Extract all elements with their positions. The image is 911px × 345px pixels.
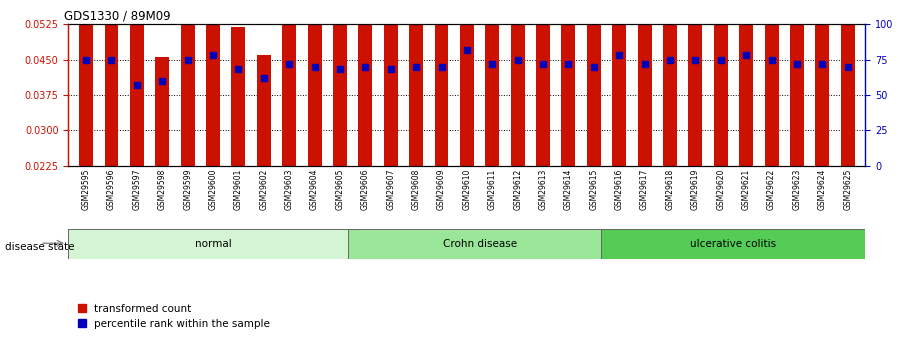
Bar: [79, 0, 93, 166]
Bar: [384, 118, 398, 272]
Bar: [435, 0, 448, 166]
Bar: [105, 88, 118, 272]
Bar: [155, 163, 169, 272]
Text: disease state: disease state: [5, 242, 74, 252]
Bar: [536, 0, 550, 166]
Bar: [333, 118, 347, 272]
Bar: [841, 111, 855, 272]
Bar: [841, 5, 855, 166]
Bar: [460, 55, 474, 272]
Bar: [815, 60, 829, 272]
Bar: [638, 57, 651, 272]
Bar: [155, 57, 169, 166]
Bar: [68, 229, 358, 259]
Bar: [790, 95, 804, 272]
Bar: [257, 161, 271, 272]
Bar: [689, 0, 702, 166]
Bar: [486, 0, 499, 166]
Bar: [587, 126, 600, 272]
Bar: [815, 0, 829, 166]
Bar: [587, 19, 600, 166]
Bar: [206, 0, 220, 166]
Bar: [308, 0, 322, 166]
Bar: [689, 76, 702, 272]
Bar: [231, 132, 245, 272]
Bar: [460, 0, 474, 166]
Bar: [409, 0, 423, 166]
Text: normal: normal: [195, 239, 231, 249]
Bar: [409, 90, 423, 272]
Bar: [601, 229, 865, 259]
Bar: [764, 0, 779, 166]
Bar: [282, 97, 296, 272]
Bar: [612, 57, 626, 272]
Bar: [231, 27, 245, 166]
Bar: [561, 0, 576, 166]
Bar: [612, 0, 626, 166]
Text: Crohn disease: Crohn disease: [443, 239, 517, 249]
Bar: [333, 12, 347, 166]
Bar: [105, 0, 118, 166]
Legend: transformed count, percentile rank within the sample: transformed count, percentile rank withi…: [74, 299, 274, 333]
Text: GDS1330 / 89M09: GDS1330 / 89M09: [65, 10, 171, 23]
Bar: [257, 55, 271, 166]
Bar: [638, 0, 651, 166]
Text: ulcerative colitis: ulcerative colitis: [691, 239, 776, 249]
Bar: [180, 95, 195, 272]
Bar: [511, 62, 525, 272]
Bar: [358, 111, 373, 272]
Bar: [713, 74, 728, 272]
Bar: [713, 0, 728, 166]
Bar: [79, 88, 93, 272]
Bar: [790, 0, 804, 166]
Bar: [130, 0, 144, 166]
Bar: [348, 229, 611, 259]
Bar: [180, 0, 195, 166]
Bar: [739, 48, 753, 272]
Bar: [384, 12, 398, 166]
Bar: [486, 92, 499, 272]
Bar: [739, 0, 753, 166]
Bar: [663, 0, 677, 166]
Bar: [282, 0, 296, 166]
Bar: [130, 60, 144, 272]
Bar: [536, 62, 550, 272]
Bar: [308, 104, 322, 272]
Bar: [435, 90, 448, 272]
Bar: [561, 92, 576, 272]
Bar: [358, 5, 373, 166]
Bar: [764, 88, 779, 272]
Bar: [663, 90, 677, 272]
Bar: [206, 55, 220, 272]
Bar: [511, 0, 525, 166]
